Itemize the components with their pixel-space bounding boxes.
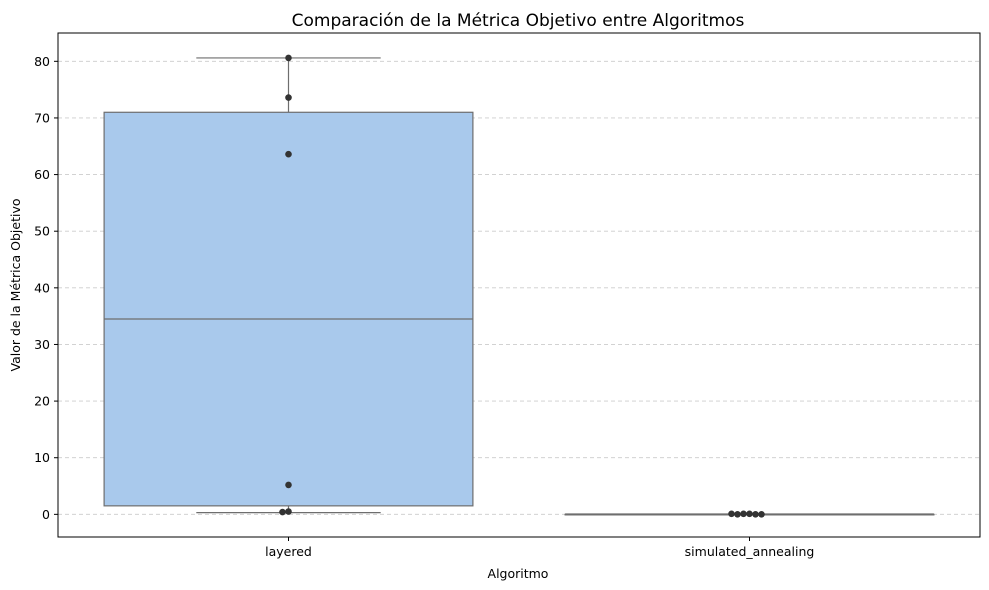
x-tick-label: layered <box>265 544 312 559</box>
x-axis: layered simulated_annealing <box>265 537 814 559</box>
data-point <box>758 511 765 518</box>
x-axis-label: Algoritmo <box>488 566 549 581</box>
data-point <box>285 54 292 62</box>
chart-title: Comparación de la Métrica Objetivo entre… <box>292 11 745 31</box>
data-point <box>734 511 741 518</box>
data-point <box>285 150 292 158</box>
plot-area <box>103 54 935 518</box>
x-tick-label: simulated_annealing <box>685 544 815 559</box>
y-tick-label: 50 <box>34 224 50 239</box>
y-tick-label: 80 <box>34 54 50 69</box>
y-tick-label: 20 <box>34 394 50 409</box>
y-axis-label: Valor de la Métrica Objetivo <box>8 198 23 371</box>
box <box>103 111 474 507</box>
data-point <box>752 511 759 518</box>
data-point <box>740 510 747 518</box>
box-group-simulated_annealing <box>564 510 935 518</box>
y-tick-label: 0 <box>42 507 50 522</box>
data-point <box>746 510 753 518</box>
data-point <box>279 508 286 516</box>
data-point <box>285 94 292 101</box>
y-tick-label: 30 <box>34 337 50 352</box>
y-tick-label: 40 <box>34 280 50 295</box>
plot-frame <box>57 32 981 538</box>
data-point <box>728 510 735 518</box>
data-point <box>285 481 292 489</box>
y-tick-label: 60 <box>34 167 50 182</box>
data-point <box>285 508 292 515</box>
y-axis: 0 10 20 30 40 50 60 70 80 <box>34 54 58 522</box>
y-tick-label: 10 <box>34 450 50 465</box>
box-group-layered <box>103 54 474 516</box>
y-tick-label: 70 <box>34 110 50 125</box>
